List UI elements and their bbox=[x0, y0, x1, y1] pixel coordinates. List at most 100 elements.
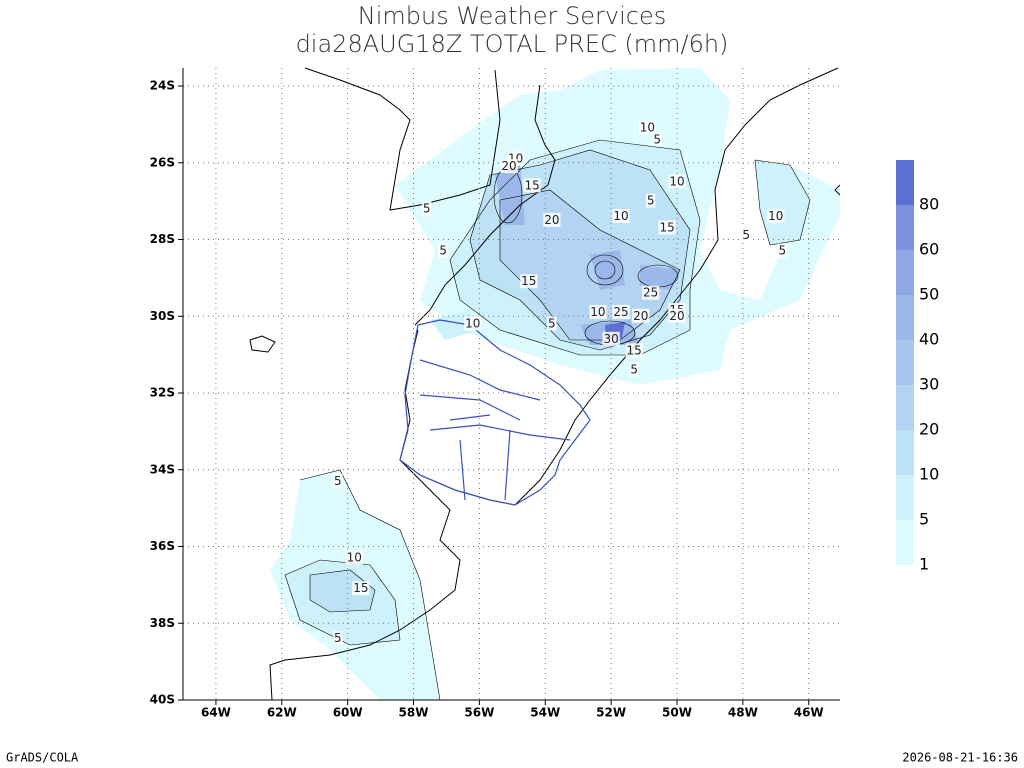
contour-label-bg bbox=[668, 174, 686, 189]
colorbar-box bbox=[896, 520, 914, 565]
contour-label: 20 bbox=[633, 309, 648, 323]
colorbar-box bbox=[896, 295, 914, 340]
x-tick-label: 52W bbox=[596, 706, 626, 720]
contour-label-bg bbox=[612, 209, 630, 224]
colorbar-box bbox=[896, 340, 914, 385]
colorbar-label: 10 bbox=[919, 465, 939, 484]
contour-label-bg bbox=[767, 209, 785, 224]
contour-label: 15 bbox=[524, 178, 539, 192]
contour-label-bg bbox=[421, 201, 432, 216]
borders bbox=[399, 319, 591, 506]
x-tick-label: 58W bbox=[399, 706, 429, 720]
contour-label-bg bbox=[629, 362, 639, 377]
colorbar-label: 1 bbox=[919, 555, 929, 574]
contour-label-bg bbox=[438, 243, 448, 258]
contour-label: 20 bbox=[544, 213, 559, 227]
colorbar-label: 20 bbox=[919, 420, 939, 439]
contour-label-bg bbox=[612, 304, 630, 319]
contour-label: 10 bbox=[465, 316, 480, 330]
contour-label: 20 bbox=[669, 309, 684, 323]
contour-label: 10 bbox=[347, 551, 362, 565]
y-tick-label: 24S bbox=[150, 79, 175, 93]
contour-label-bg bbox=[741, 228, 751, 243]
contour-label: 15 bbox=[521, 274, 536, 288]
colorbar-box bbox=[896, 250, 914, 295]
colorbar-label: 50 bbox=[919, 285, 939, 304]
contour-label-bg bbox=[543, 212, 561, 227]
contour-label: 10 bbox=[669, 174, 684, 188]
contour-label-bg bbox=[645, 193, 656, 208]
x-tick-label: 62W bbox=[267, 706, 297, 720]
contour-label-bg bbox=[602, 331, 620, 346]
x-tick-label: 50W bbox=[662, 706, 692, 720]
colorbar-label: 80 bbox=[919, 195, 939, 214]
colorbar-label: 30 bbox=[919, 375, 939, 394]
contour-label-bg bbox=[668, 308, 686, 323]
x-tick-label: 60W bbox=[333, 706, 363, 720]
y-tick-label: 40S bbox=[150, 693, 175, 707]
colorbar-box bbox=[896, 430, 914, 475]
contour-label-bg bbox=[345, 550, 363, 565]
axes: 64W 62W 60W 58W 56W 54W 52W 50W 48W 46W 24S 26S 28S 3… bbox=[150, 68, 840, 720]
colorbar-label: 5 bbox=[919, 510, 929, 529]
x-tick-label: 54W bbox=[530, 706, 560, 720]
x-tick-label: 48W bbox=[728, 706, 758, 720]
x-tick-label: 46W bbox=[794, 706, 824, 720]
y-tick-label: 28S bbox=[150, 232, 175, 246]
contour-label: 10 bbox=[613, 209, 628, 223]
contour-label-bg bbox=[547, 316, 557, 331]
footer-left: GrADS/COLA bbox=[6, 751, 79, 765]
precip-field bbox=[270, 68, 840, 700]
contour-label: 5 bbox=[548, 316, 556, 330]
colorbar-box bbox=[896, 475, 914, 520]
contour-label-bg bbox=[332, 473, 343, 488]
contour-label: 15 bbox=[627, 343, 642, 357]
contour-label-bg bbox=[464, 316, 482, 331]
contour-label-bg bbox=[777, 243, 788, 258]
contour-label: 5 bbox=[653, 132, 661, 146]
contour-label-bg bbox=[352, 581, 370, 596]
contour-label-bg bbox=[520, 274, 538, 289]
contour-label-bg bbox=[638, 120, 656, 135]
y-tick-label: 34S bbox=[150, 462, 175, 476]
contour-label: 25 bbox=[643, 286, 658, 300]
footer-right: 2026-08-21-16:36 bbox=[902, 751, 1018, 765]
subtitle: dia28AUG18Z TOTAL PREC (mm/6h) bbox=[296, 30, 729, 58]
y-tick-label: 38S bbox=[150, 616, 175, 630]
contour-label-bg bbox=[632, 308, 650, 323]
contour-label: 25 bbox=[613, 305, 628, 319]
contour-label: 15 bbox=[659, 221, 674, 235]
y-tick-label: 32S bbox=[150, 386, 175, 400]
contour-label: 5 bbox=[423, 201, 431, 215]
contour-label-bg bbox=[589, 304, 607, 319]
colorbar-box bbox=[896, 160, 914, 205]
contour-label: 5 bbox=[334, 631, 342, 645]
contour-label: 5 bbox=[742, 228, 750, 242]
contour-label-bg bbox=[625, 343, 643, 358]
contour-label-bg bbox=[652, 132, 663, 147]
colorbar-label: 40 bbox=[919, 330, 939, 349]
contour-label: 15 bbox=[353, 581, 368, 595]
contour-labels: 1051020151052010515105551525105102520152… bbox=[332, 120, 788, 646]
contour-label-bg bbox=[523, 178, 541, 193]
y-tick-label: 26S bbox=[150, 155, 175, 169]
contour-label-bg bbox=[332, 631, 343, 646]
contour-label-bg bbox=[500, 159, 518, 174]
contour-label: 5 bbox=[334, 474, 342, 488]
colorbar-box bbox=[896, 205, 914, 250]
contour-label: 5 bbox=[779, 244, 787, 258]
y-tick-label: 30S bbox=[150, 309, 175, 323]
colorbar: 1 5 10 20 30 40 50 60 80 bbox=[896, 160, 939, 574]
contour-label: 20 bbox=[501, 159, 516, 173]
contour-label: 10 bbox=[590, 305, 605, 319]
contour-label: 10 bbox=[640, 121, 655, 135]
y-tick-label: 36S bbox=[150, 539, 175, 553]
x-tick-label: 64W bbox=[201, 706, 231, 720]
title: Nimbus Weather Services bbox=[358, 2, 666, 30]
contour-label-bg bbox=[641, 285, 660, 300]
colorbar-label: 60 bbox=[919, 240, 939, 259]
contour-label-bg bbox=[658, 220, 676, 235]
contour-label: 5 bbox=[647, 194, 655, 208]
contour-label: 5 bbox=[630, 362, 638, 376]
